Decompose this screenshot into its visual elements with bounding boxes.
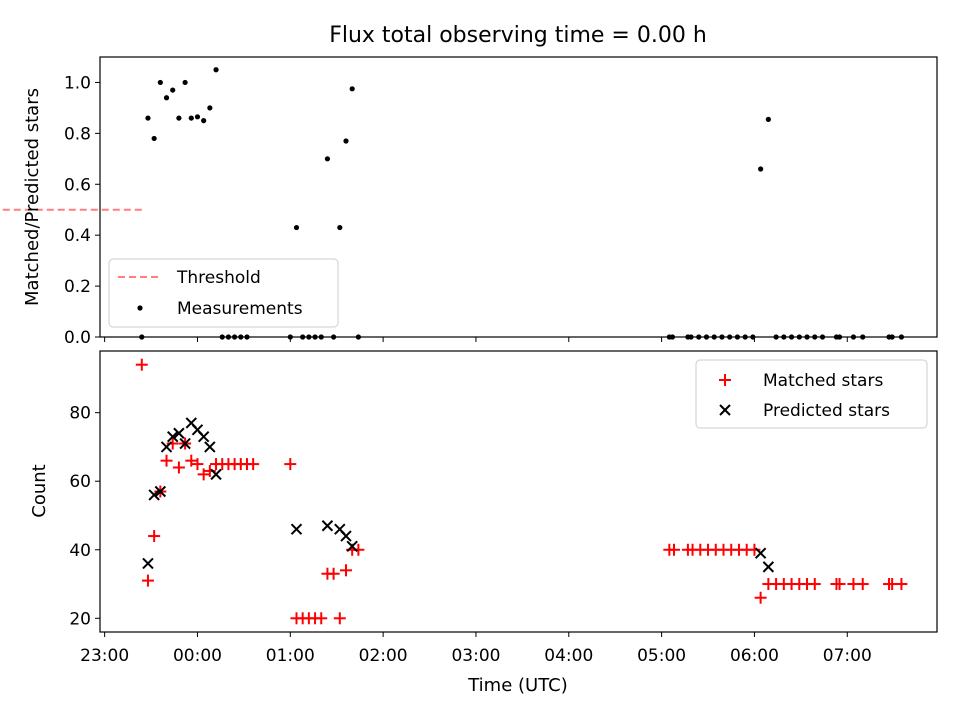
bottom-y-tick-label: 60: [69, 472, 91, 492]
x-tick-label: 01:00: [266, 646, 315, 666]
star-count-panel: 20 40 60 80 23:00 00:00 01:00 02:00 03:00 04:00 0…: [29, 350, 938, 696]
x-tick-label: 04:00: [544, 646, 593, 666]
measurement-point: [349, 86, 355, 92]
measurement-point: [151, 135, 157, 142]
top-legend: Threshold Measurements: [108, 258, 339, 328]
top-y-tick-label: 0.4: [64, 226, 91, 246]
top-y-tick-label: 0.8: [64, 124, 91, 144]
predicted-star-point: [167, 430, 179, 443]
x-tick-label: 00:00: [173, 646, 222, 666]
bottom-y-tick-label: 20: [69, 609, 91, 629]
legend-predicted-swatch: [719, 404, 731, 416]
legend-threshold-label: Threshold: [176, 268, 261, 288]
x-tick-label: 03:00: [451, 646, 500, 666]
top-plot-frame: [99, 56, 938, 338]
measurement-point: [182, 79, 188, 86]
predicted-star-point: [321, 520, 334, 532]
predicted-star-point: [197, 430, 210, 443]
predicted-star-point: [204, 441, 216, 453]
measurement-point: [163, 95, 170, 101]
measurement-point: [170, 87, 176, 93]
top-y-tick-label: 1.0: [64, 73, 91, 93]
predicted-star-point: [762, 561, 775, 573]
top-y-tick-label: 0.2: [64, 277, 91, 297]
measurement-point: [758, 166, 764, 172]
matched-star-point: [247, 458, 260, 471]
top-y-tick-label: 0.6: [64, 175, 91, 195]
matched-star-point: [284, 458, 297, 471]
predicted-star-point: [154, 485, 167, 498]
matched-star-point: [339, 564, 352, 577]
top-y-tick-label: 0.0: [64, 328, 91, 348]
matched-star-point: [754, 591, 767, 604]
chart-title: Flux total observing time = 0.00 h: [329, 23, 707, 48]
predicted-star-point: [173, 427, 185, 439]
predicted-star-point: [290, 523, 303, 535]
matched-star-point: [141, 574, 154, 587]
bottom-y-axis-label: Count: [29, 464, 50, 517]
bottom-y-tick-label: 40: [69, 541, 91, 561]
predicted-star-point: [142, 557, 154, 570]
bottom-legend: Matched stars Predicted stars: [695, 359, 928, 429]
matched-star-point: [895, 578, 908, 591]
measurement-point: [157, 79, 163, 86]
x-tick-label: 05:00: [637, 646, 686, 666]
predicted-star-point: [160, 441, 173, 453]
measurement-point: [213, 67, 219, 73]
predicted-star-point: [210, 468, 222, 481]
matched-star-point: [197, 468, 210, 481]
bottom-y-tick-label: 80: [69, 404, 91, 424]
legend-matched-swatch: [719, 374, 731, 386]
measurement-point: [337, 224, 343, 231]
measurement-point: [293, 224, 300, 231]
matched-star-point: [315, 612, 328, 625]
matched-star-point: [185, 454, 198, 467]
measurement-point: [765, 116, 771, 122]
legend-matched-label: Matched stars: [763, 371, 883, 391]
measurement-point: [201, 118, 207, 124]
measurement-point: [343, 138, 349, 144]
matched-star-point: [333, 612, 346, 625]
matched-star-point: [148, 530, 161, 543]
matched-star-point: [135, 358, 148, 371]
matched-star-point: [833, 578, 846, 591]
measurement-point: [194, 114, 201, 120]
predicted-star-point: [346, 540, 358, 553]
predicted-star-point: [179, 437, 191, 450]
matched-star-point: [160, 454, 173, 467]
measurement-point: [207, 105, 213, 111]
x-tick-label: 02:00: [359, 646, 408, 666]
legend-measurements-swatch: [137, 305, 143, 311]
top-y-axis-label: Matched/Predicted stars: [22, 88, 43, 306]
measurement-point: [145, 115, 151, 121]
matched-star-point: [172, 461, 185, 474]
matched-star-point: [667, 543, 680, 556]
matched-ratio-panel: Flux total observing time = 0.00 h 0.0 0.…: [0, 23, 938, 348]
x-tick-label: 07:00: [823, 646, 872, 666]
predicted-star-point: [148, 489, 160, 501]
measurement-point: [324, 156, 331, 162]
matched-star-point: [856, 578, 869, 591]
predicted-star-point: [340, 530, 352, 542]
x-tick-label: 06:00: [730, 646, 779, 666]
legend-measurements-label: Measurements: [177, 299, 303, 319]
legend-predicted-label: Predicted stars: [763, 401, 890, 421]
x-tick-label: 23:00: [80, 646, 129, 666]
bottom-plot-frame: [99, 350, 938, 633]
measurement-point: [188, 115, 194, 121]
predicted-star-point: [754, 547, 767, 559]
matched-star-point: [808, 578, 821, 591]
matched-star-point: [327, 567, 340, 580]
matched-star-point: [191, 458, 204, 471]
measurement-point: [176, 115, 182, 121]
x-axis-label: Time (UTC): [467, 675, 568, 696]
